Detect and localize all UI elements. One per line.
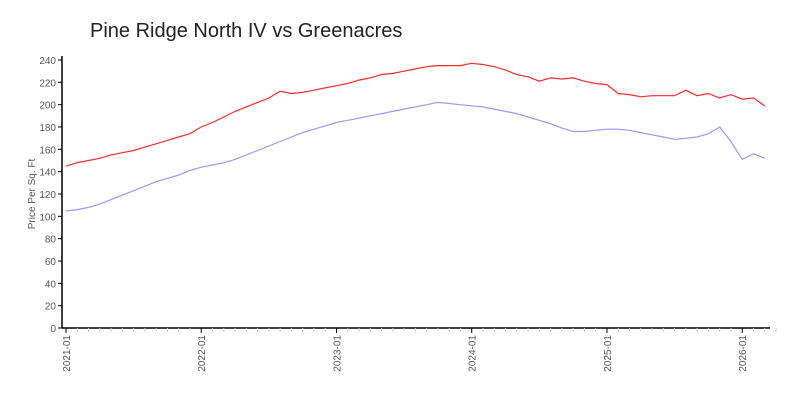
y-tick-label: 140 [39,168,56,179]
x-tick-label: 2021-01 [62,335,73,372]
series-lines [65,62,766,212]
x-tick-label: 2022-01 [197,335,208,372]
y-tick-label: 40 [45,279,57,290]
y-tick-label: 120 [39,190,56,201]
x-tick-label: 2024-01 [468,335,479,372]
chart-title: Pine Ridge North IV vs Greenacres [90,20,402,42]
axes: 0 20 40 60 80 100 120 140 160 180 200 220 240 2021-01… [39,56,777,372]
x-tick-label: 2025-01 [603,335,614,372]
y-tick-label: 60 [45,257,57,268]
y-tick-label: 240 [39,56,56,67]
y-tick-label: 0 [50,324,56,335]
series-line-greenacres [65,101,765,212]
y-tick-label: 200 [39,101,56,112]
y-axis-label: Price Per Sq. Ft [27,158,38,229]
x-tick-label: 2026-01 [738,335,749,372]
x-tick-label: 2023-01 [332,335,343,372]
y-tick-label: 100 [39,212,56,223]
y-tick-label: 180 [39,123,56,134]
y-tick-label: 160 [39,145,56,156]
y-tick-label: 80 [45,235,57,246]
y-tick-label: 20 [45,302,57,313]
y-tick-label: 220 [39,78,56,89]
series-line-pine-ridge-north-iv [65,62,766,167]
